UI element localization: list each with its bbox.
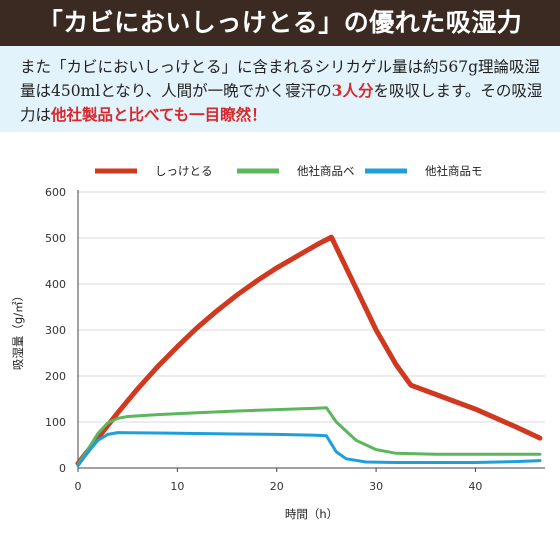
description-highlight-2: 他社製品と比べても一目瞭然！	[51, 105, 267, 124]
legend-label: 他社商品モ	[425, 164, 483, 178]
y-tick-label: 600	[45, 186, 66, 199]
y-tick-label: 400	[45, 278, 66, 291]
title-bar	[0, 0, 560, 46]
x-tick-label: 40	[468, 480, 482, 493]
y-tick-label: 300	[45, 324, 66, 337]
x-tick-label: 10	[170, 480, 184, 493]
x-axis-label: 時間（h）	[285, 507, 338, 521]
description-box	[0, 46, 560, 132]
moisture-absorption-chart: 0 100 200 300 400 500 600 0 10 20 30 40 しっけとる 他社商品ベ 他…	[11, 164, 545, 521]
legend-label: しっけとる	[155, 164, 213, 178]
y-tick-label: 200	[45, 370, 66, 383]
description-part-1: また「カビにおいしっけとる」に含まれるシリカゲル量は約567g理論吸湿量は450…	[20, 58, 541, 100]
description-highlight-1: 3人分	[331, 81, 374, 100]
axes: 0 100 200 300 400 500 600 0 10 20 30 40	[45, 186, 545, 493]
x-tick-label: 30	[369, 480, 383, 493]
page-title: 「カビにおいしっけとる」の優れた吸湿力	[37, 8, 523, 37]
y-tick-label: 500	[45, 232, 66, 245]
y-tick-label: 0	[59, 462, 66, 475]
legend: しっけとる 他社商品ベ 他社商品モ	[95, 164, 483, 178]
y-axis-label: 吸湿量（g/㎡）	[11, 290, 25, 370]
x-tick-label: 20	[270, 480, 284, 493]
y-tick-label: 100	[45, 416, 66, 429]
series-line-2	[76, 406, 542, 466]
series-line-3	[76, 431, 542, 468]
series-line-1	[75, 234, 543, 466]
description-part-2: を吸収します。その吸湿力は	[20, 82, 543, 124]
description-text: また「カビにおいしっけとる」に含まれるシリカゲル量は約567g理論吸湿量は450…	[20, 55, 550, 127]
grid-lines	[78, 191, 545, 423]
series-lines	[75, 234, 543, 468]
legend-label: 他社商品ベ	[297, 164, 355, 178]
x-tick-label: 0	[75, 480, 82, 493]
